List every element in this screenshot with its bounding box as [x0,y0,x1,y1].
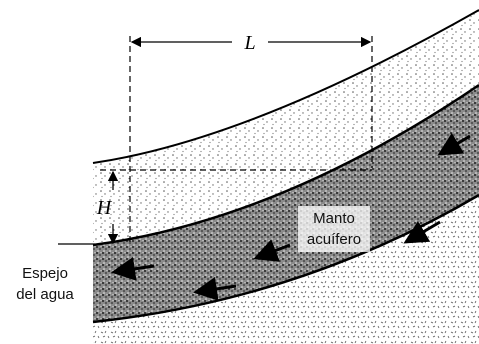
aquifer-label: Manto [313,210,355,227]
length-label: L [243,32,255,54]
strata [93,10,479,344]
aquifer-label: acuífero [307,231,361,248]
aquifer-diagram: L H Manto acuífero Espejo del agua [0,0,479,344]
head-label: H [96,197,113,219]
water-table-label: del agua [16,286,74,303]
page: L H Manto acuífero Espejo del agua (() =… [0,0,479,344]
water-table-label: Espejo [22,265,68,282]
